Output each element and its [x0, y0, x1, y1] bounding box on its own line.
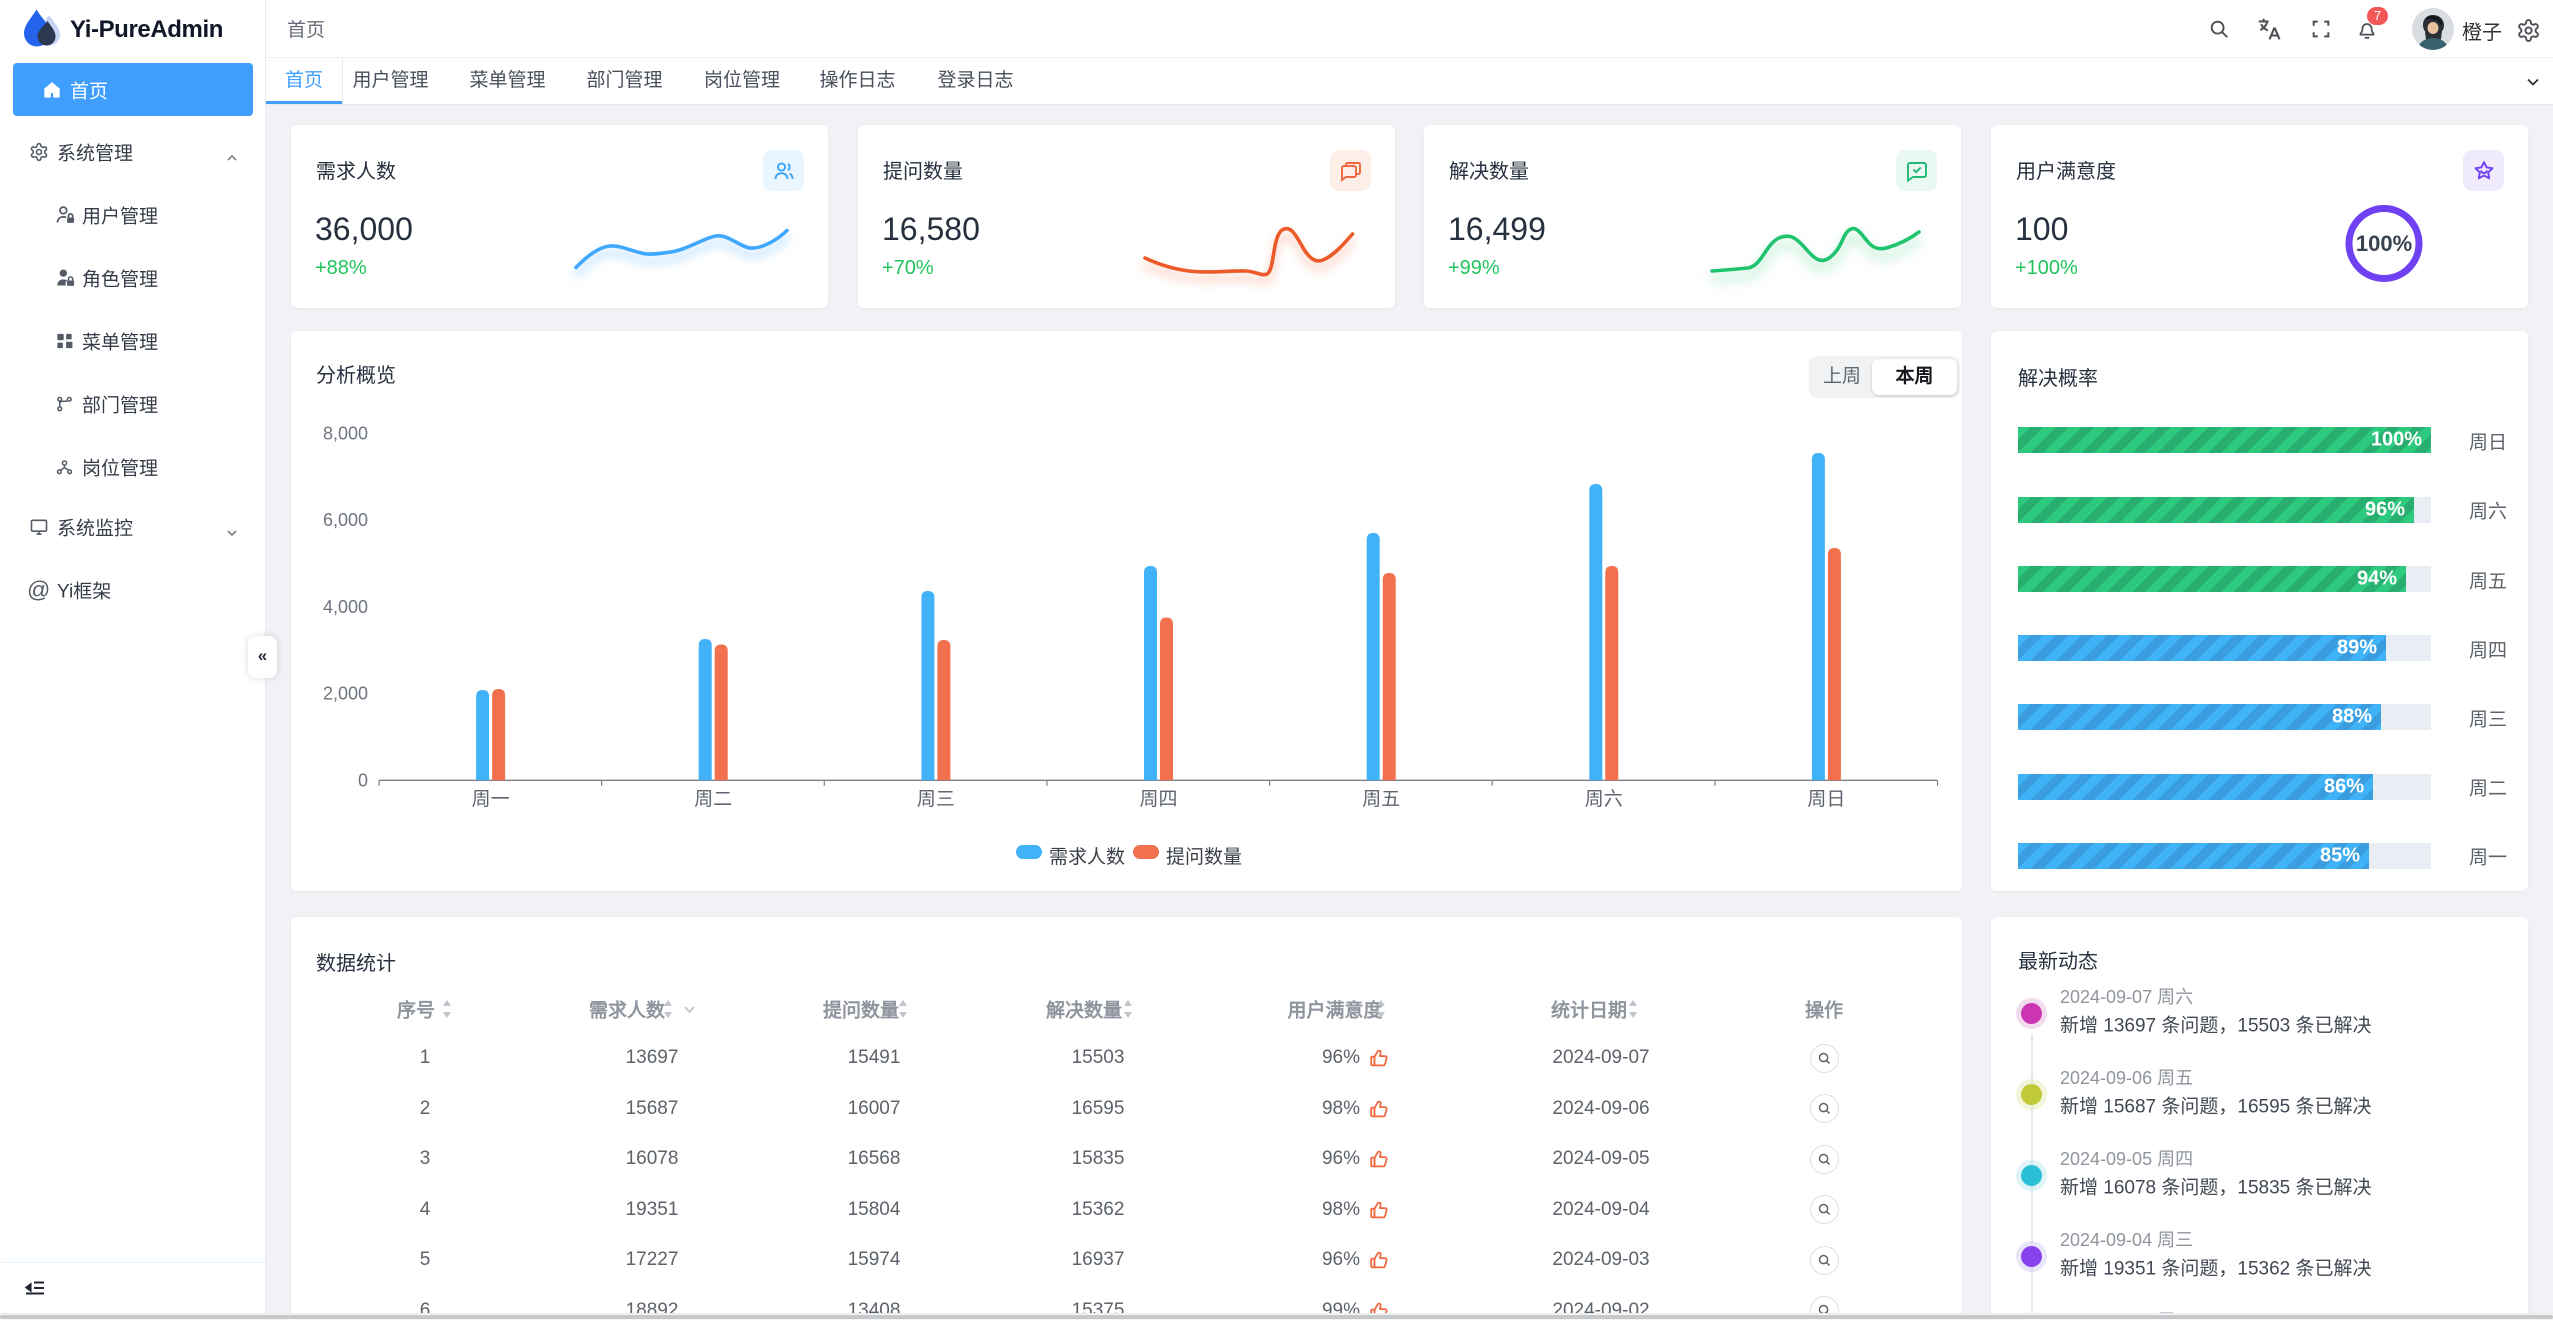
- svg-text:周六: 周六: [1585, 788, 1623, 810]
- svg-text:0: 0: [358, 770, 368, 790]
- svg-text:100%: 100%: [2356, 231, 2412, 256]
- svg-text:6,000: 6,000: [323, 510, 368, 530]
- svg-text:8,000: 8,000: [323, 423, 368, 443]
- svg-text:2,000: 2,000: [323, 684, 368, 704]
- svg-text:周四: 周四: [1139, 789, 1177, 810]
- svg-text:周二: 周二: [694, 789, 732, 810]
- svg-text:周一: 周一: [472, 789, 510, 810]
- svg-text:周五: 周五: [1362, 789, 1400, 810]
- svg-text:周三: 周三: [917, 789, 955, 810]
- svg-text:4,000: 4,000: [323, 597, 368, 617]
- svg-text:周日: 周日: [1807, 789, 1845, 810]
